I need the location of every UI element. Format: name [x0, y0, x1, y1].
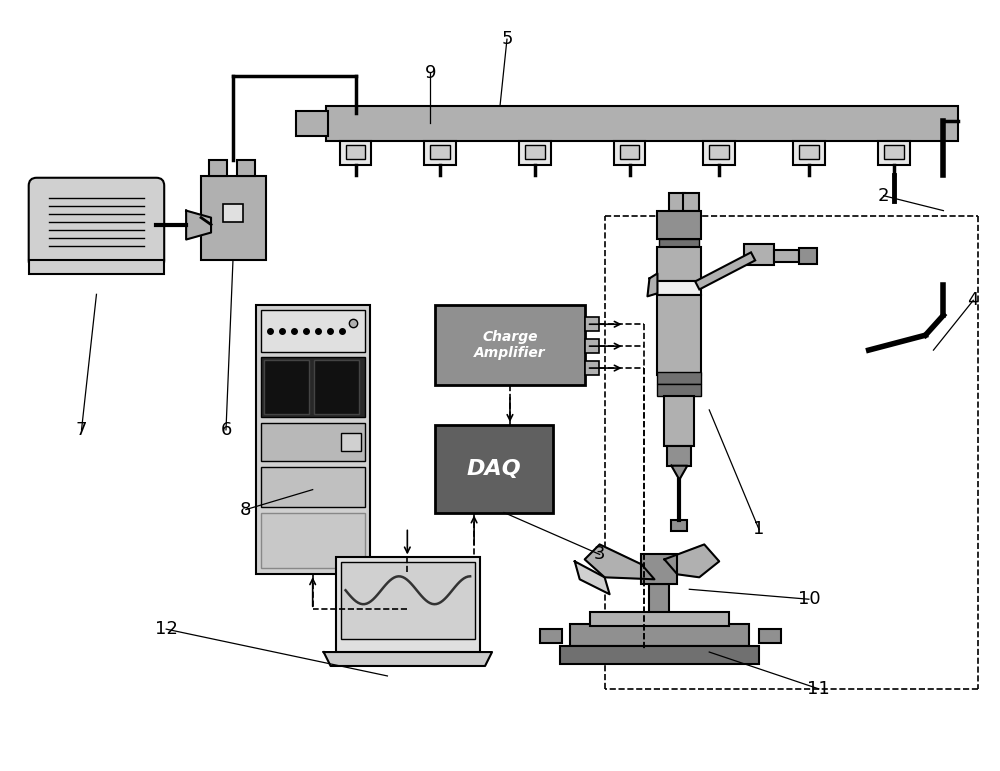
Bar	[525, 145, 545, 159]
Bar	[340, 141, 371, 165]
Polygon shape	[324, 652, 492, 666]
Bar	[620, 145, 639, 159]
Text: 12: 12	[155, 620, 178, 638]
Text: 4: 4	[968, 291, 979, 309]
Bar	[296, 111, 328, 136]
Bar	[585, 317, 599, 332]
Bar	[703, 141, 735, 165]
Bar	[664, 396, 694, 446]
Bar	[237, 160, 255, 176]
Bar	[29, 261, 164, 274]
Bar	[261, 423, 365, 461]
Bar	[261, 310, 365, 352]
Bar	[424, 141, 456, 165]
Bar	[657, 295, 701, 375]
Bar	[256, 305, 370, 574]
Bar	[799, 248, 817, 264]
Bar	[657, 384, 701, 396]
Text: 7: 7	[76, 421, 87, 439]
Bar	[709, 145, 729, 159]
Bar	[585, 339, 599, 353]
Bar	[346, 145, 365, 159]
Polygon shape	[647, 274, 657, 296]
Bar	[641, 554, 677, 584]
Bar	[336, 557, 480, 652]
Bar	[878, 141, 910, 165]
Bar	[667, 446, 691, 466]
Bar	[614, 141, 645, 165]
Bar	[326, 106, 958, 141]
Bar	[341, 562, 475, 639]
FancyBboxPatch shape	[29, 178, 164, 268]
Bar	[570, 625, 749, 646]
Bar	[671, 520, 687, 531]
Bar	[540, 629, 562, 643]
Bar	[793, 141, 825, 165]
Bar	[759, 629, 781, 643]
Bar	[223, 204, 243, 221]
Polygon shape	[664, 544, 719, 577]
Bar	[590, 612, 729, 626]
Text: 9: 9	[425, 64, 436, 82]
Bar	[649, 584, 669, 625]
Bar	[657, 210, 701, 238]
Bar	[201, 176, 266, 261]
Text: 1: 1	[753, 520, 765, 538]
Bar	[314, 360, 359, 414]
Bar	[435, 425, 553, 513]
Bar	[560, 646, 759, 664]
Polygon shape	[186, 210, 211, 240]
Bar	[261, 466, 365, 507]
Bar	[209, 160, 227, 176]
Polygon shape	[671, 466, 687, 480]
Polygon shape	[585, 544, 654, 579]
Bar	[799, 145, 819, 159]
Text: DAQ: DAQ	[467, 459, 521, 479]
Bar	[657, 372, 701, 384]
Bar	[261, 513, 365, 568]
Bar	[435, 305, 585, 385]
Bar	[341, 433, 361, 451]
Bar	[657, 281, 701, 295]
Text: 8: 8	[240, 500, 252, 519]
Bar	[519, 141, 551, 165]
Bar	[430, 145, 450, 159]
Text: Charge
Amplifier: Charge Amplifier	[474, 330, 546, 360]
Bar	[774, 251, 799, 262]
Text: 11: 11	[807, 680, 830, 698]
Text: 6: 6	[220, 421, 232, 439]
Bar	[261, 357, 365, 417]
Text: 2: 2	[878, 187, 889, 204]
Bar	[744, 244, 774, 265]
Bar	[683, 193, 699, 210]
Bar	[585, 361, 599, 375]
Bar	[669, 193, 685, 210]
Bar	[264, 360, 309, 414]
Bar	[884, 145, 904, 159]
Text: 5: 5	[501, 30, 513, 49]
Polygon shape	[575, 561, 610, 594]
Bar	[657, 247, 701, 281]
Text: 3: 3	[594, 545, 605, 564]
Text: 10: 10	[798, 591, 820, 608]
Bar	[659, 238, 699, 247]
